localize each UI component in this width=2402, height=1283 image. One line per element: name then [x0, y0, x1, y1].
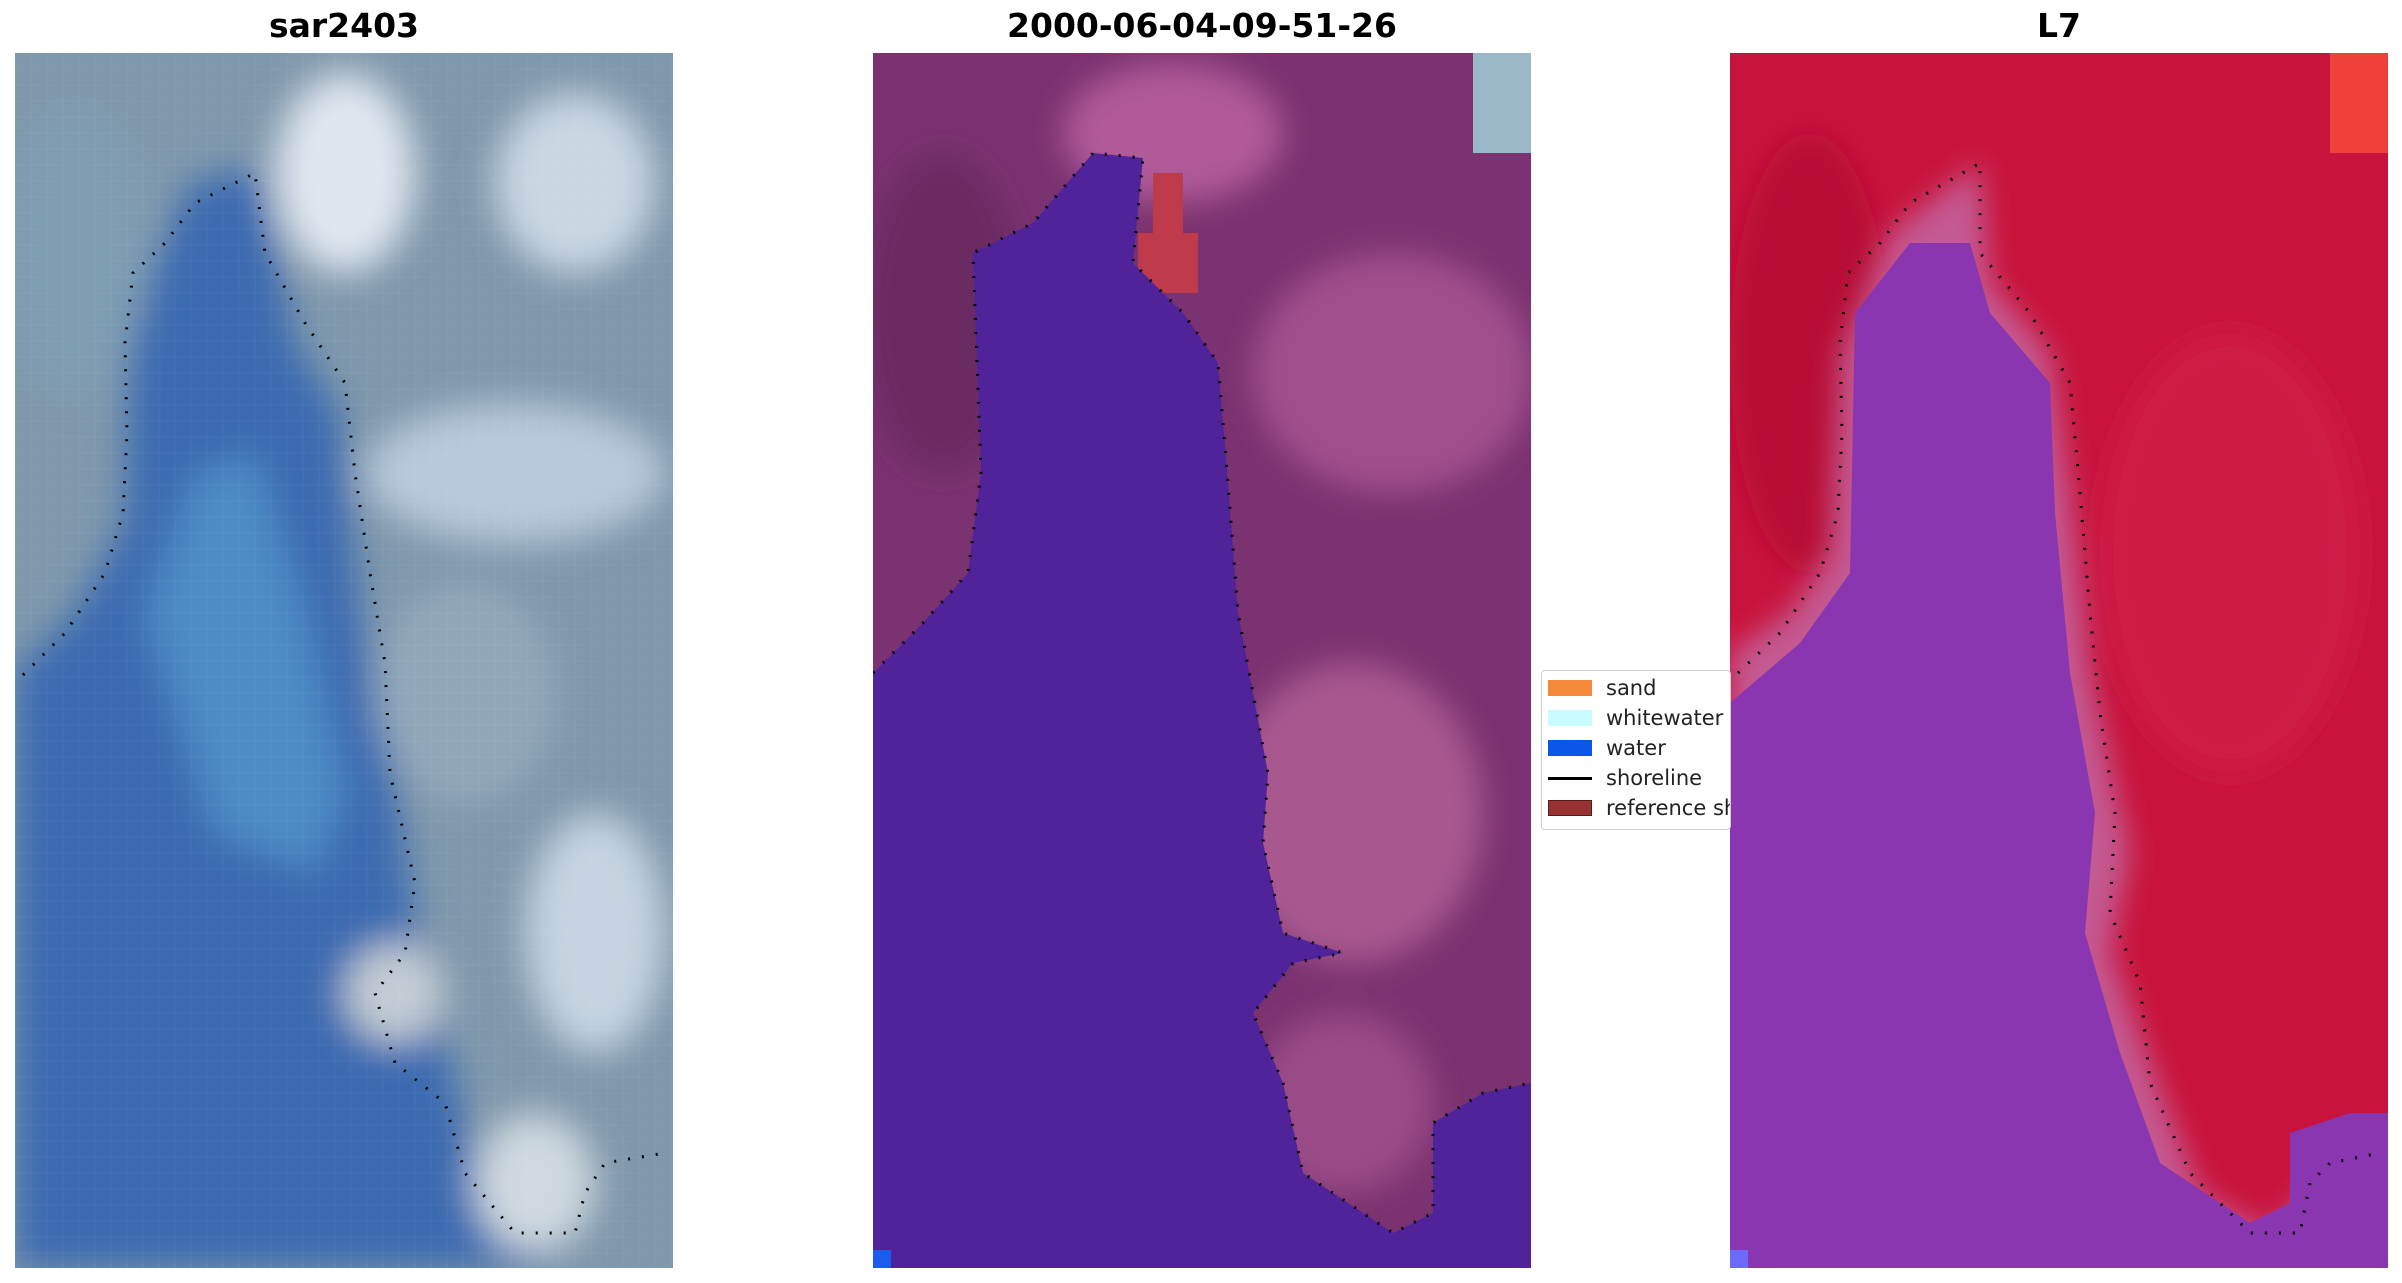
legend-label-reference-shoreline: reference sh	[1606, 796, 1731, 820]
rgb-image	[15, 53, 673, 1268]
shoreline-ndwi	[1736, 160, 2381, 1235]
legend-item-water: water	[1548, 735, 1666, 761]
reference-shoreline-swatch	[1548, 800, 1592, 816]
legend-label-shoreline: shoreline	[1606, 766, 1703, 790]
whitewater-swatch	[1548, 710, 1592, 726]
legend-item-sand: sand	[1548, 675, 1656, 701]
water-region	[873, 153, 1531, 1268]
legend-label-whitewater: whitewater	[1606, 706, 1724, 730]
shoreline-line-swatch	[1548, 776, 1592, 780]
ndwi-image-panel	[1730, 53, 2388, 1268]
classified-image	[873, 53, 1531, 1268]
ndwi-image	[1730, 53, 2388, 1268]
classified-image-panel	[873, 53, 1531, 1268]
legend-item-shoreline: shoreline	[1548, 765, 1702, 791]
panel-title-classified: 2000-06-04-09-51-26	[1007, 6, 1397, 45]
sand-swatch	[1548, 680, 1592, 696]
legend-label-water: water	[1606, 736, 1666, 760]
legend-item-reference-shoreline: reference sh	[1548, 795, 1731, 821]
water-swatch	[1548, 740, 1592, 756]
rgb-image-panel	[15, 53, 673, 1268]
legend-label-sand: sand	[1606, 676, 1657, 700]
legend-item-whitewater: whitewater	[1548, 705, 1723, 731]
panel-title-rgb: sar2403	[268, 6, 420, 45]
panel-title-ndwi: L7	[2037, 6, 2081, 45]
shoreline-classified	[873, 151, 1531, 1235]
legend: sand whitewater water shoreline referenc…	[1541, 670, 1731, 830]
water-region-ndwi	[1730, 243, 2388, 1268]
